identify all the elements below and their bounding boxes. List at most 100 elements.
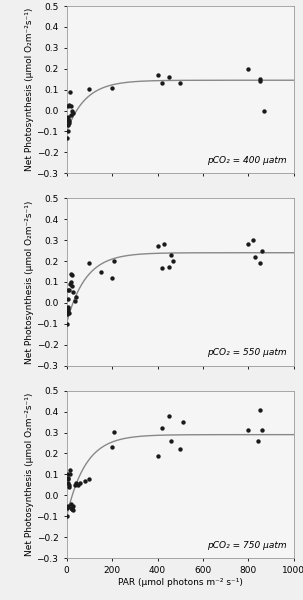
Point (65, 304, 70, 314)
Point (67, 480, 72, 490)
Point (68, 277, 73, 287)
Point (66, 286, 71, 295)
Point (71, 287, 76, 297)
Point (73, 292, 78, 301)
Point (110, 442, 115, 452)
Point (155, 70, 160, 80)
Point (66, 118, 72, 128)
Point (64, 511, 69, 521)
Point (167, 411, 171, 421)
Point (180, 417, 185, 427)
X-axis label: PAR (μmol photons m⁻² s⁻¹): PAR (μmol photons m⁻² s⁻¹) (118, 578, 243, 587)
Point (167, 263, 171, 272)
Point (155, 242, 160, 251)
Text: pCO₂ = 750 μatm: pCO₂ = 750 μatm (208, 541, 287, 550)
Point (257, 405, 262, 415)
Point (71, 505, 76, 515)
Point (72, 296, 77, 305)
Point (65, 121, 70, 130)
Point (66, 294, 71, 304)
Point (64, 133, 69, 143)
Point (68, 499, 73, 508)
Point (68, 110, 73, 119)
Point (65, 474, 70, 484)
Point (66, 286, 72, 295)
Point (257, 74, 262, 84)
Point (65, 310, 70, 319)
Point (110, 83, 115, 92)
Point (69, 503, 74, 512)
Point (87, 474, 92, 484)
Point (171, 256, 176, 266)
Point (67, 470, 72, 479)
Point (169, 436, 174, 446)
Point (82, 476, 87, 485)
Point (66, 101, 71, 111)
Point (66, 482, 72, 492)
Point (246, 239, 251, 249)
Point (71, 108, 76, 118)
Point (70, 281, 75, 291)
Point (68, 87, 72, 97)
Point (65, 503, 70, 512)
Point (65, 302, 70, 312)
Point (87, 259, 92, 268)
Point (65, 112, 70, 122)
Text: pCO₂ = 400 μatm: pCO₂ = 400 μatm (208, 156, 287, 165)
Point (169, 250, 174, 260)
Point (160, 263, 165, 273)
Point (257, 76, 262, 86)
Point (262, 106, 267, 115)
Point (66, 115, 71, 125)
Point (178, 445, 183, 454)
Point (260, 246, 265, 256)
Point (98, 267, 103, 277)
Point (67, 308, 72, 318)
Point (65, 308, 70, 317)
Point (69, 270, 74, 280)
Point (72, 480, 77, 490)
Point (66, 101, 72, 110)
Point (68, 466, 72, 475)
Point (112, 256, 117, 266)
Point (68, 279, 72, 289)
Point (69, 504, 74, 514)
Point (69, 269, 74, 278)
Point (246, 64, 251, 74)
Point (255, 436, 260, 446)
Point (78, 478, 83, 488)
Point (87, 84, 92, 94)
Point (66, 473, 71, 482)
Point (70, 504, 75, 514)
Point (70, 501, 75, 511)
Point (155, 451, 160, 460)
Point (110, 273, 115, 283)
Point (260, 425, 265, 435)
Point (65, 501, 70, 511)
Point (64, 319, 69, 329)
Point (257, 259, 262, 268)
Point (246, 425, 251, 435)
Point (65, 478, 70, 488)
Point (178, 79, 183, 88)
Point (73, 478, 78, 488)
Point (76, 480, 81, 490)
Y-axis label: Net Photosynthesis (μmol O₂m⁻²s⁻¹): Net Photosynthesis (μmol O₂m⁻²s⁻¹) (25, 200, 34, 364)
Point (167, 72, 171, 82)
Point (253, 252, 258, 262)
Point (65, 116, 70, 126)
Text: pCO₂ = 550 μatm: pCO₂ = 550 μatm (208, 348, 287, 357)
Point (66, 470, 71, 479)
Point (112, 427, 117, 436)
Point (65, 127, 70, 136)
Point (70, 106, 75, 115)
Y-axis label: Net Photosynthesis (μmol O₂m⁻²s⁻¹): Net Photosynthesis (μmol O₂m⁻²s⁻¹) (25, 8, 34, 172)
Point (65, 114, 70, 124)
Point (162, 239, 167, 249)
Point (69, 101, 74, 111)
Y-axis label: Net Photosynthesis (μmol O₂m⁻²s⁻¹): Net Photosynthesis (μmol O₂m⁻²s⁻¹) (25, 392, 34, 556)
Point (251, 235, 255, 245)
Point (160, 79, 165, 88)
Point (67, 116, 72, 126)
Point (160, 424, 165, 433)
